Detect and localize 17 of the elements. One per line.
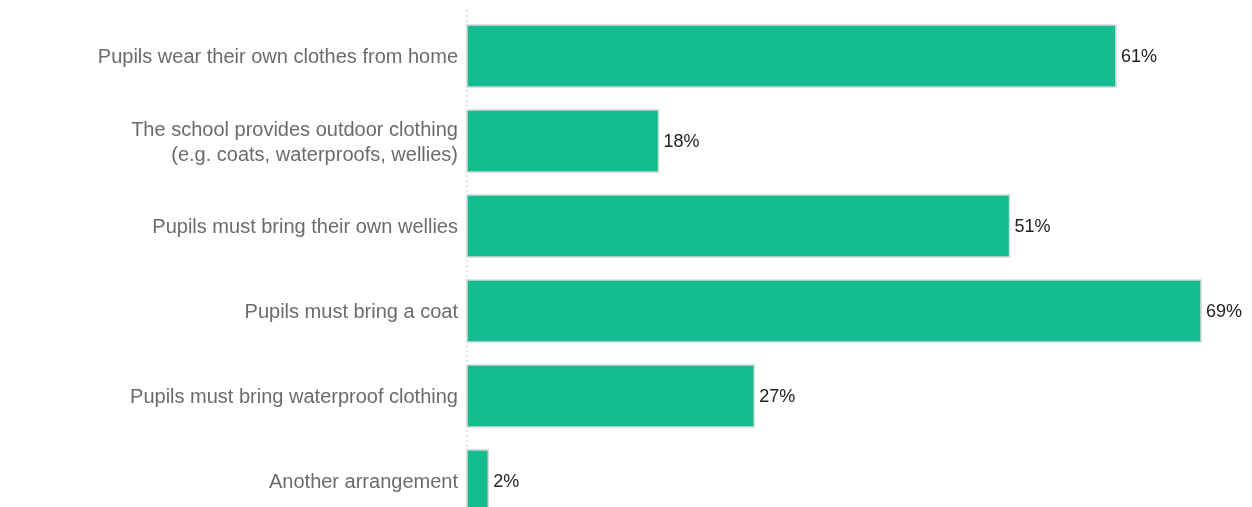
y-tick-label: Another arrangement — [268, 469, 459, 492]
data-label: 69% — [1206, 301, 1243, 321]
bar — [466, 279, 1202, 343]
bar — [466, 109, 660, 173]
bar — [466, 194, 1011, 258]
y-tick-label: Pupils must bring waterproof clothing — [130, 384, 458, 407]
y-tick-label: Pupils wear their own clothes from home — [97, 45, 458, 68]
bar — [466, 24, 1117, 88]
data-label: 51% — [1014, 216, 1051, 236]
data-label: 2% — [493, 470, 520, 491]
data-label: 27% — [759, 385, 796, 406]
y-tick-label: Pupils must bring their own wellies — [152, 215, 458, 237]
y-tick-label: Pupils must bring a coat — [244, 300, 459, 322]
bar — [466, 364, 755, 428]
y-tick-label: The school provides outdoor clothing (e.g. coats, waterproofs, wellies) — [131, 117, 458, 165]
data-label: 61% — [1120, 46, 1157, 67]
data-label: 18% — [663, 131, 700, 152]
